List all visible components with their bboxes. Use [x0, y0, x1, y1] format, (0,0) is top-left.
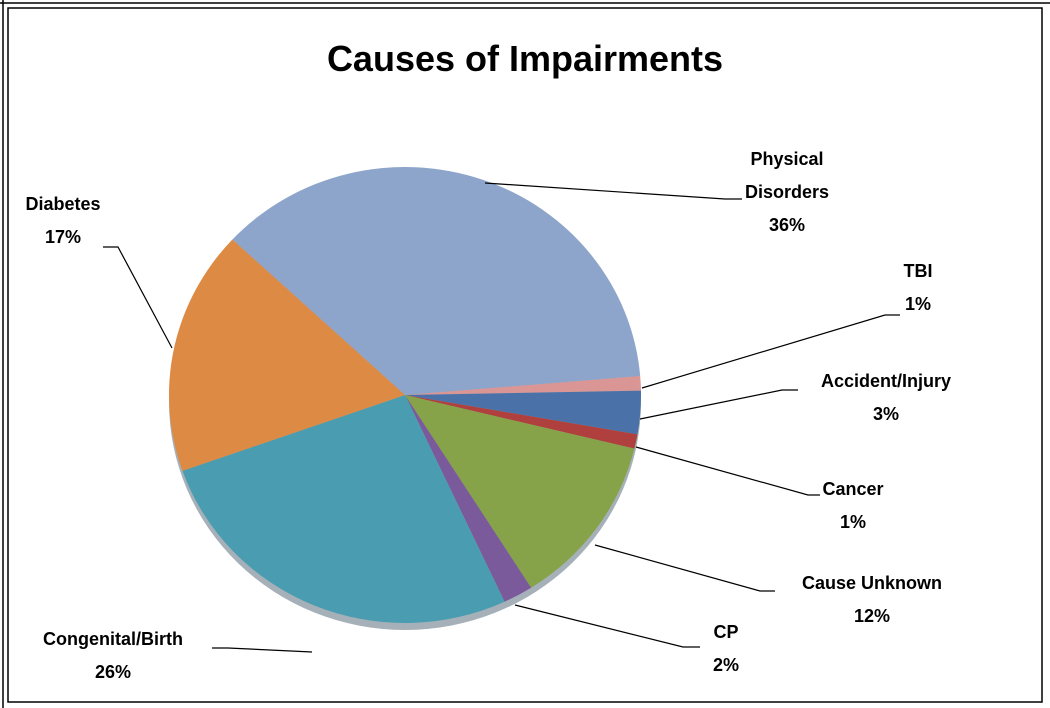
chart-title: Causes of Impairments — [326, 38, 724, 79]
leader-line — [103, 246, 173, 349]
leader-line — [212, 647, 313, 653]
leader-line — [641, 314, 900, 389]
leader-line — [514, 604, 700, 648]
data-label-name: Physical Disorders — [744, 149, 830, 202]
data-label: TBI 1% — [888, 255, 948, 321]
data-label-value: 1% — [839, 512, 866, 532]
data-label-value: 2% — [712, 655, 739, 675]
data-label-value: 3% — [872, 404, 899, 424]
data-label: Diabetes 17% — [3, 188, 123, 254]
data-label: Cause Unknown 12% — [772, 567, 972, 633]
data-label: Cancer 1% — [803, 473, 903, 539]
data-label-value: 1% — [904, 294, 931, 314]
pie-slice — [405, 395, 532, 602]
data-label-name: CP — [713, 622, 739, 642]
pie-slice — [405, 376, 641, 395]
data-label: Congenital/Birth 26% — [8, 623, 218, 689]
data-label-name: Accident/Injury — [820, 371, 952, 391]
data-label-value: 26% — [94, 662, 132, 682]
leader-line — [635, 446, 820, 496]
pie-slice — [405, 390, 641, 435]
leader-line — [484, 182, 742, 200]
data-label-value: 12% — [853, 606, 891, 626]
leader-line — [639, 389, 798, 420]
data-label-value: 36% — [768, 215, 806, 235]
data-label-name: Cause Unknown — [801, 573, 943, 593]
data-label: CP 2% — [696, 616, 756, 682]
pie-slice — [405, 395, 638, 449]
pie-slice — [182, 395, 505, 623]
data-label-name: Diabetes — [25, 194, 101, 214]
data-label: Accident/Injury 3% — [786, 365, 986, 431]
data-label-name: TBI — [903, 261, 933, 281]
data-label-name: Cancer — [822, 479, 884, 499]
leader-line — [594, 544, 775, 592]
data-label-name: Congenital/Birth — [43, 629, 183, 649]
chart-frame — [7, 7, 1043, 703]
pie-slice — [232, 167, 641, 395]
data-label: Physical Disorders 36% — [735, 143, 839, 242]
pie-slice — [169, 239, 405, 471]
pie-slice — [405, 395, 635, 588]
data-label-value: 17% — [44, 227, 82, 247]
